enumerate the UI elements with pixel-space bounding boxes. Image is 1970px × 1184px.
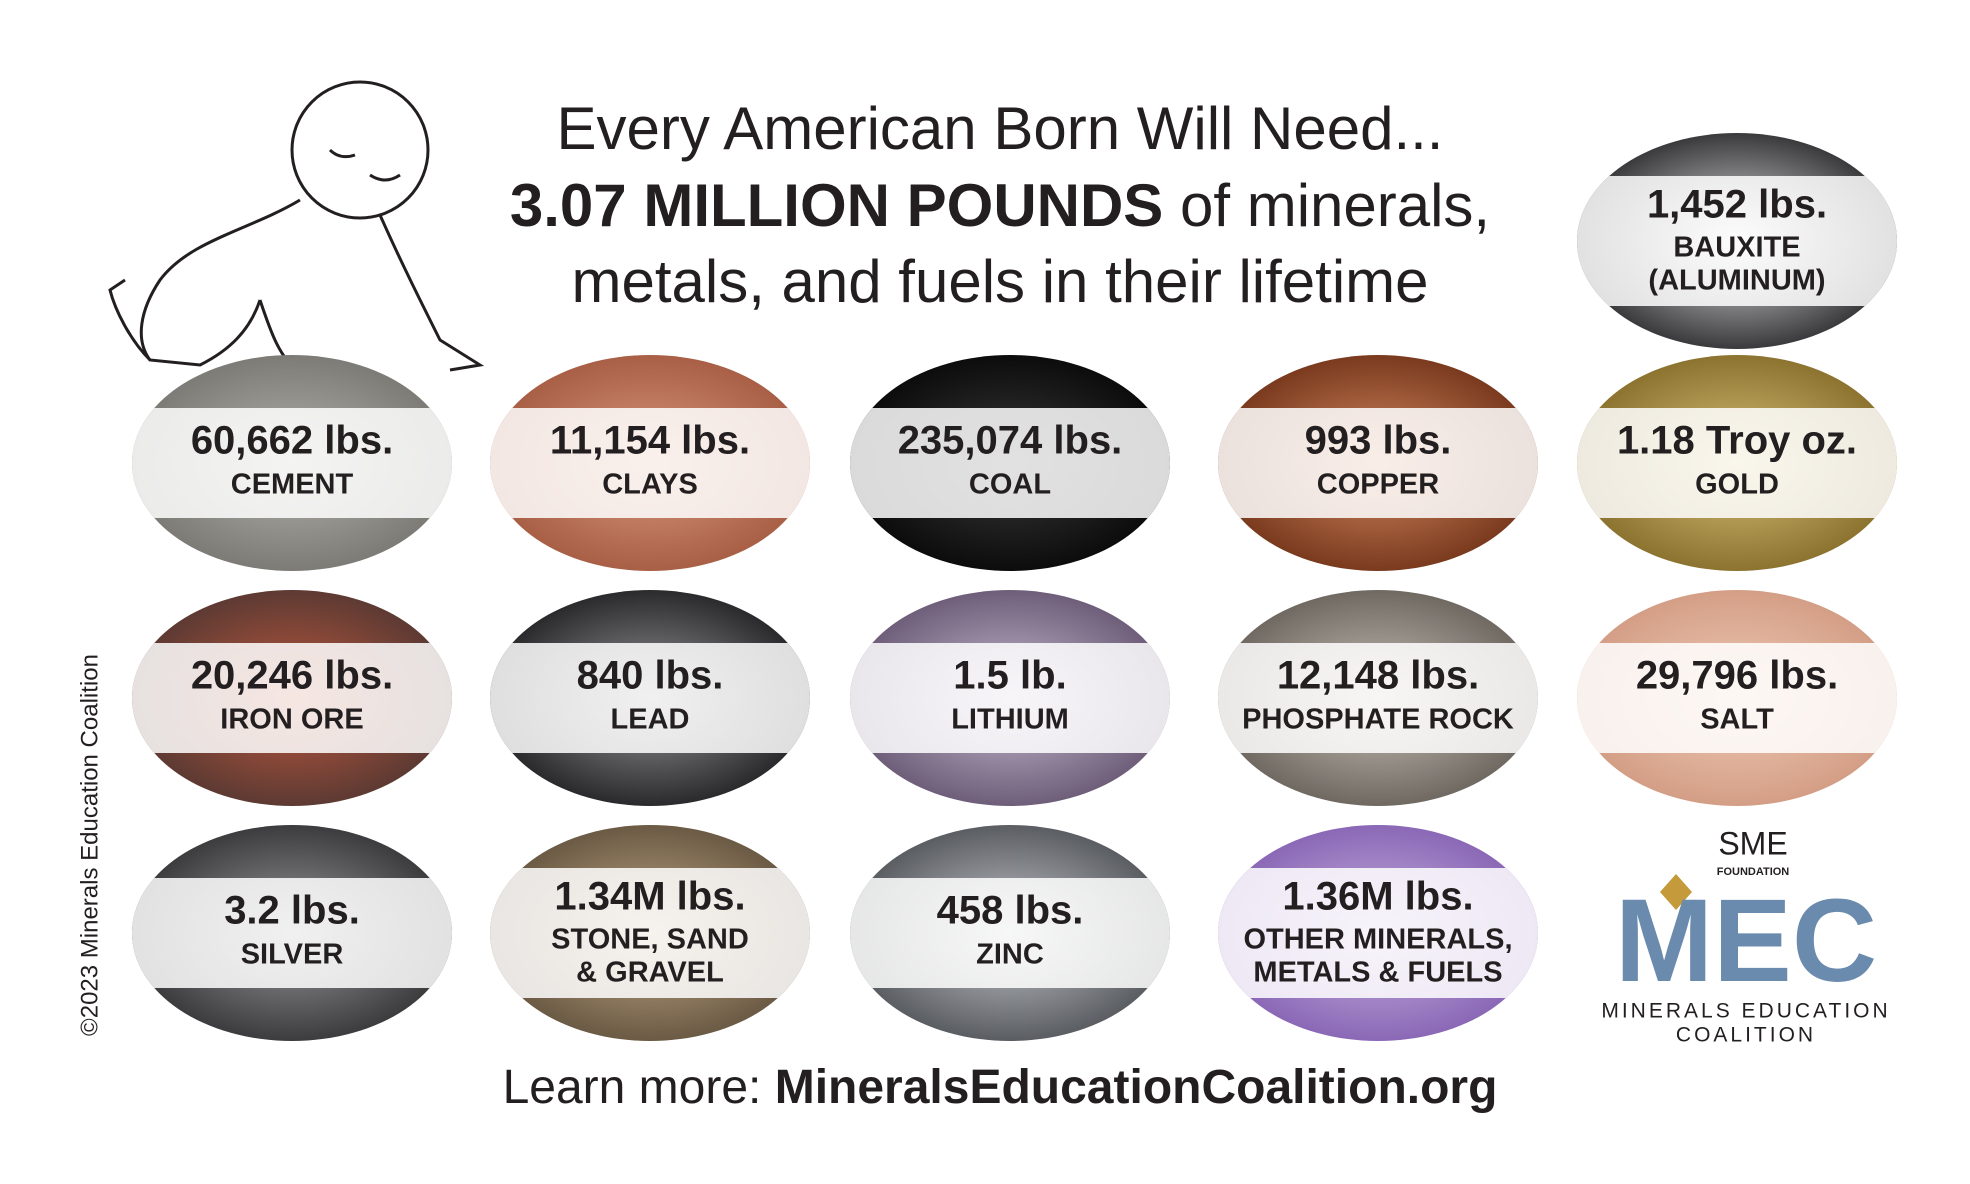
oval-band <box>850 408 1170 518</box>
oval-band <box>1218 408 1538 518</box>
oval-name: GOLD <box>1695 469 1779 501</box>
mineral-oval: 60,662 lbs. CEMENT <box>132 355 452 571</box>
title-rest: of minerals, <box>1163 172 1490 239</box>
oval-name: IRON ORE <box>220 704 363 736</box>
title-line2: 3.07 MILLION POUNDS of minerals, <box>510 172 1490 239</box>
mineral-oval: 1,452 lbs. BAUXITE(ALUMINUM) <box>1577 133 1897 349</box>
oval-band <box>490 643 810 753</box>
oval-band <box>1577 643 1897 753</box>
oval-band <box>1577 408 1897 518</box>
oval-band <box>132 643 452 753</box>
mineral-grid: 1,452 lbs. BAUXITE(ALUMINUM) 60,662 lbs. CE… <box>132 133 1897 1041</box>
oval-name: BAUXITE <box>1673 232 1800 264</box>
logo-sme: SME <box>1718 825 1787 861</box>
oval-amount: 1.34M lbs. <box>554 875 745 919</box>
oval-amount: 1.36M lbs. <box>1282 875 1473 919</box>
oval-name: SILVER <box>241 939 344 971</box>
oval-amount: 12,148 lbs. <box>1277 654 1479 698</box>
oval-band <box>490 868 810 998</box>
oval-name: CLAYS <box>602 469 698 501</box>
title-highlight: 3.07 MILLION POUNDS <box>510 172 1163 239</box>
copyright: ©2023 Minerals Education Coalition <box>76 654 103 1036</box>
oval-band <box>132 408 452 518</box>
oval-amount: 1.5 lb. <box>953 654 1066 698</box>
mineral-oval: 3.2 lbs. SILVER <box>132 825 452 1041</box>
title-line1: Every American Born Will Need... <box>557 95 1444 162</box>
oval-name: ZINC <box>976 939 1044 971</box>
oval-name: OTHER MINERALS, <box>1243 924 1512 956</box>
footer-prefix: Learn more: <box>503 1061 775 1114</box>
mineral-oval: 1.34M lbs. STONE, SAND& GRAVEL <box>490 825 810 1041</box>
oval-name: LEAD <box>611 704 690 736</box>
mineral-oval: 993 lbs. COPPER <box>1218 355 1538 571</box>
oval-amount: 29,796 lbs. <box>1636 654 1838 698</box>
oval-band <box>850 878 1170 988</box>
oval-name: SALT <box>1700 704 1774 736</box>
oval-amount: 993 lbs. <box>1305 419 1452 463</box>
mineral-oval: 1.18 Troy oz. GOLD <box>1577 355 1897 571</box>
oval-amount: 235,074 lbs. <box>898 419 1123 463</box>
oval-name: (ALUMINUM) <box>1648 265 1825 297</box>
mineral-oval: 840 lbs. LEAD <box>490 590 810 806</box>
mineral-oval: 458 lbs. ZINC <box>850 825 1170 1041</box>
logo-line1: MINERALS EDUCATION <box>1601 1000 1890 1023</box>
mineral-oval: 1.36M lbs. OTHER MINERALS,METALS & FUELS <box>1218 825 1538 1041</box>
oval-band <box>1577 176 1897 306</box>
logo-diamond <box>1660 874 1692 910</box>
oval-amount: 3.2 lbs. <box>224 889 360 933</box>
title-line3: metals, and fuels in their lifetime <box>571 248 1428 315</box>
oval-amount: 20,246 lbs. <box>191 654 393 698</box>
oval-amount: 1,452 lbs. <box>1647 183 1827 227</box>
oval-name: COAL <box>969 469 1051 501</box>
oval-name: COPPER <box>1317 469 1440 501</box>
oval-band <box>490 408 810 518</box>
footer: Learn more: MineralsEducationCoalition.o… <box>503 1061 1498 1114</box>
baby-illustration <box>108 80 485 377</box>
oval-band <box>132 878 452 988</box>
oval-band <box>850 643 1170 753</box>
oval-name: LITHIUM <box>951 704 1069 736</box>
mineral-oval: 1.5 lb. LITHIUM <box>850 590 1170 806</box>
footer-url[interactable]: MineralsEducationCoalition.org <box>775 1061 1498 1114</box>
oval-band <box>1218 643 1538 753</box>
oval-amount: 1.18 Troy oz. <box>1617 419 1857 463</box>
mineral-oval: 12,148 lbs. PHOSPHATE ROCK <box>1218 590 1538 806</box>
logo-line2: COALITION <box>1676 1024 1816 1047</box>
oval-band <box>1218 868 1538 998</box>
oval-name: STONE, SAND <box>551 924 749 956</box>
logo: SME FOUNDATION MEC MINERALS EDUCATION CO… <box>1601 825 1890 1047</box>
mineral-oval: 11,154 lbs. CLAYS <box>490 355 810 571</box>
oval-name: CEMENT <box>231 469 354 501</box>
oval-name: PHOSPHATE ROCK <box>1242 704 1514 736</box>
oval-amount: 458 lbs. <box>937 889 1084 933</box>
oval-amount: 840 lbs. <box>577 654 724 698</box>
oval-amount: 11,154 lbs. <box>550 419 750 463</box>
oval-name: & GRAVEL <box>576 957 724 989</box>
logo-mec: MEC <box>1615 875 1877 1007</box>
oval-amount: 60,662 lbs. <box>191 419 393 463</box>
mineral-oval: 29,796 lbs. SALT <box>1577 590 1897 806</box>
mineral-oval: 20,246 lbs. IRON ORE <box>132 590 452 806</box>
mineral-oval: 235,074 lbs. COAL <box>850 355 1170 571</box>
logo-foundation: FOUNDATION <box>1717 866 1790 878</box>
oval-name: METALS & FUELS <box>1253 957 1502 989</box>
